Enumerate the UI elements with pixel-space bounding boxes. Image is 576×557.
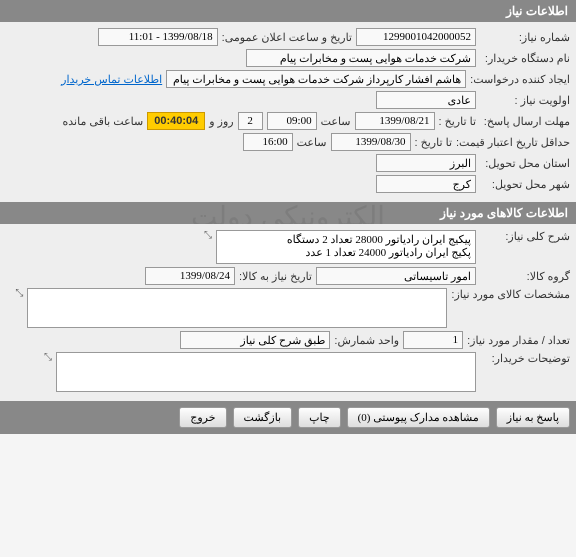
announce-field	[98, 28, 218, 46]
province-label: استان محل تحویل:	[480, 157, 570, 170]
min-validity-date-field	[331, 133, 411, 151]
creator-field	[166, 70, 466, 88]
notes-label: توضیحات خریدار:	[480, 352, 570, 365]
creator-label: ایجاد کننده درخواست:	[470, 73, 570, 86]
deadline-time-field	[267, 112, 317, 130]
city-field	[376, 175, 476, 193]
respond-button[interactable]: پاسخ به نیاز	[496, 407, 570, 428]
specs-field	[27, 288, 447, 328]
min-validity-time-label: ساعت	[297, 136, 327, 149]
deadline-date-field	[355, 112, 435, 130]
exit-button[interactable]: خروج	[179, 407, 226, 428]
min-validity-time-field	[243, 133, 293, 151]
remaining-label: ساعت باقی مانده	[63, 115, 144, 128]
resize-icon-3[interactable]: ⤡	[44, 352, 52, 363]
desc-field	[216, 230, 476, 264]
unit-field	[180, 331, 330, 349]
priority-label: اولویت نیاز :	[480, 94, 570, 107]
min-validity-label: حداقل تاریخ اعتبار قیمت:	[456, 136, 570, 149]
section1-content: شماره نیاز: تاریخ و ساعت اعلان عمومی: نا…	[0, 22, 576, 202]
section1-header: اطلاعات نیاز	[0, 0, 576, 22]
deadline-label: مهلت ارسال پاسخ:	[480, 115, 570, 128]
announce-label: تاریخ و ساعت اعلان عمومی:	[222, 31, 352, 44]
resize-icon-2[interactable]: ⤡	[15, 288, 23, 299]
resize-icon[interactable]: ⤡	[204, 230, 212, 241]
contact-link[interactable]: اطلاعات تماس خریدار	[61, 73, 162, 86]
section2-content: شرح کلی نیاز: ⤡ گروه کالا: تاریخ نیاز به…	[0, 224, 576, 401]
priority-field	[376, 91, 476, 109]
countdown-timer: 00:40:04	[147, 112, 205, 130]
city-label: شهر محل تحویل:	[480, 178, 570, 191]
qty-field	[403, 331, 463, 349]
footer-bar: پاسخ به نیاز مشاهده مدارک پیوستی (0) چاپ…	[0, 401, 576, 434]
print-button[interactable]: چاپ	[298, 407, 341, 428]
buyer-label: نام دستگاه خریدار:	[480, 52, 570, 65]
min-validity-sub: تا تاریخ :	[415, 136, 452, 149]
buyer-field	[246, 49, 476, 67]
attachments-button[interactable]: مشاهده مدارک پیوستی (0)	[347, 407, 490, 428]
unit-label: واحد شمارش:	[334, 334, 399, 347]
days-label: روز و	[209, 115, 233, 128]
notes-field	[56, 352, 476, 392]
province-field	[376, 154, 476, 172]
need-date-label: تاریخ نیاز به کالا:	[239, 270, 312, 283]
need-date-field	[145, 267, 235, 285]
days-field	[238, 112, 263, 130]
specs-label: مشخصات کالای مورد نیاز:	[451, 288, 570, 301]
deadline-time-label: ساعت	[321, 115, 351, 128]
section2-header: اطلاعات کالاهای مورد نیاز	[0, 202, 576, 224]
need-number-field	[356, 28, 476, 46]
need-number-label: شماره نیاز:	[480, 31, 570, 44]
group-field	[316, 267, 476, 285]
back-button[interactable]: بازگشت	[233, 407, 293, 428]
deadline-sub1: تا تاریخ :	[439, 115, 476, 128]
group-label: گروه کالا:	[480, 270, 570, 283]
qty-label: تعداد / مقدار مورد نیاز:	[467, 334, 570, 347]
desc-label: شرح کلی نیاز:	[480, 230, 570, 243]
